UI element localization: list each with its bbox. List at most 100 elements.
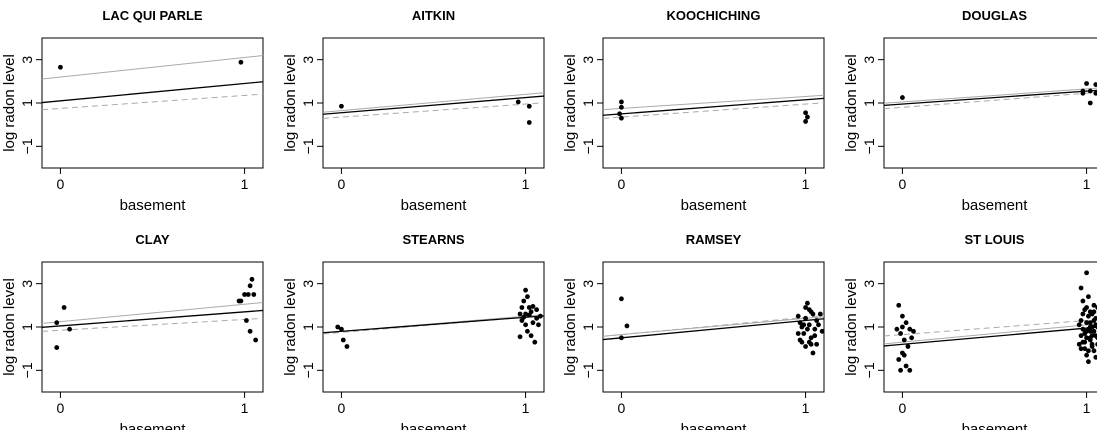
data-point (903, 363, 909, 369)
data-point (900, 324, 905, 330)
data-point (812, 333, 818, 339)
data-point (1078, 285, 1084, 291)
plot-frame (41, 37, 264, 169)
data-point (54, 320, 60, 326)
data-point (819, 328, 824, 334)
data-point (247, 328, 253, 334)
fit-line (323, 315, 544, 334)
y-tick-label: 1 (19, 323, 35, 331)
data-point (1084, 352, 1089, 358)
data-point (1087, 309, 1093, 315)
panel-title: STEARNS (402, 232, 464, 247)
data-point (1087, 88, 1093, 94)
data-point (1086, 348, 1091, 354)
data-point (1087, 324, 1093, 330)
data-point (1080, 311, 1086, 317)
x-axis-label: basement (681, 421, 748, 430)
y-tick-label: 1 (300, 323, 316, 331)
data-point (901, 337, 907, 343)
data-point (253, 337, 259, 343)
y-tick-label: 1 (580, 99, 596, 107)
data-point (896, 302, 902, 308)
data-point (1086, 313, 1091, 319)
x-tick-label: 0 (338, 400, 346, 416)
x-tick-label: 0 (338, 176, 346, 192)
y-tick-label: 1 (861, 99, 877, 107)
data-point (526, 312, 532, 318)
data-point (808, 335, 814, 341)
data-point (54, 345, 60, 350)
y-tick-label: −1 (300, 362, 316, 378)
y-tick-label: 1 (19, 99, 35, 107)
data-point (1091, 348, 1097, 354)
data-point (1080, 90, 1086, 96)
upper-line (42, 55, 263, 80)
y-tick-label: 3 (580, 280, 596, 288)
data-point (1084, 320, 1089, 326)
data-point (816, 322, 821, 328)
data-point (803, 344, 808, 349)
data-point (617, 111, 622, 117)
data-point (517, 334, 523, 340)
y-tick-label: −1 (19, 138, 35, 154)
data-point (805, 300, 810, 306)
x-tick-label: 1 (522, 400, 530, 416)
data-point (624, 323, 630, 329)
data-point (806, 339, 812, 345)
data-point (249, 276, 255, 282)
data-point (1091, 309, 1097, 315)
fit-line (42, 81, 263, 104)
x-tick-label: 0 (899, 176, 907, 192)
data-point (530, 320, 536, 326)
data-point (242, 292, 247, 297)
x-tick-label: 1 (802, 176, 810, 192)
x-tick-label: 0 (618, 176, 626, 192)
x-axis-label: basement (401, 421, 468, 430)
y-tick-label: 3 (300, 56, 316, 64)
data-point (901, 352, 907, 358)
plot-frame (41, 261, 264, 393)
fit-line (603, 97, 824, 116)
lower-dashed-line (884, 91, 1097, 110)
data-point (247, 283, 253, 289)
plot-area (884, 81, 1097, 110)
data-point (521, 298, 527, 304)
data-point (1076, 341, 1082, 347)
data-point (619, 335, 624, 341)
data-point (812, 326, 818, 332)
y-tick-label: 3 (19, 56, 35, 64)
data-point (903, 320, 909, 326)
panel-title: ST LOUIS (965, 232, 1025, 247)
data-point (1091, 318, 1097, 323)
data-point (905, 344, 911, 349)
y-tick-label: 1 (300, 99, 316, 107)
x-tick-label: 1 (522, 176, 530, 192)
y-tick-label: 3 (861, 56, 877, 64)
fit-line (603, 318, 824, 341)
data-point (810, 350, 816, 356)
panel-title: LAC QUI PARLE (102, 8, 202, 23)
panel-4: DOUGLAS 0 1 −1 1 3 basement log radon level (843, 8, 1097, 214)
fit-line (42, 309, 263, 328)
data-point (803, 305, 808, 310)
x-tick-label: 0 (57, 400, 65, 416)
data-point (1091, 328, 1097, 334)
data-point (619, 104, 624, 110)
data-point (1087, 320, 1093, 326)
x-tick-label: 1 (1083, 400, 1091, 416)
panel-1: LAC QUI PARLE 0 1 −1 1 3 basement log radon lev… (1, 8, 264, 214)
plot-area (603, 94, 824, 124)
data-point (803, 315, 808, 321)
x-axis-label: basement (962, 197, 1029, 214)
y-tick-label: −1 (861, 138, 877, 154)
y-tick-label: −1 (19, 362, 35, 378)
panel-7: RAMSEY 0 1 −1 1 3 basement log radon level (562, 232, 825, 430)
data-point (805, 114, 810, 120)
data-point (1089, 344, 1095, 349)
data-point (519, 305, 525, 310)
panel-8: ST LOUIS 0 1 −1 1 3 basement log radon level (843, 232, 1097, 430)
plot-frame (602, 261, 825, 393)
plot-area (42, 55, 263, 111)
data-point (536, 322, 541, 328)
